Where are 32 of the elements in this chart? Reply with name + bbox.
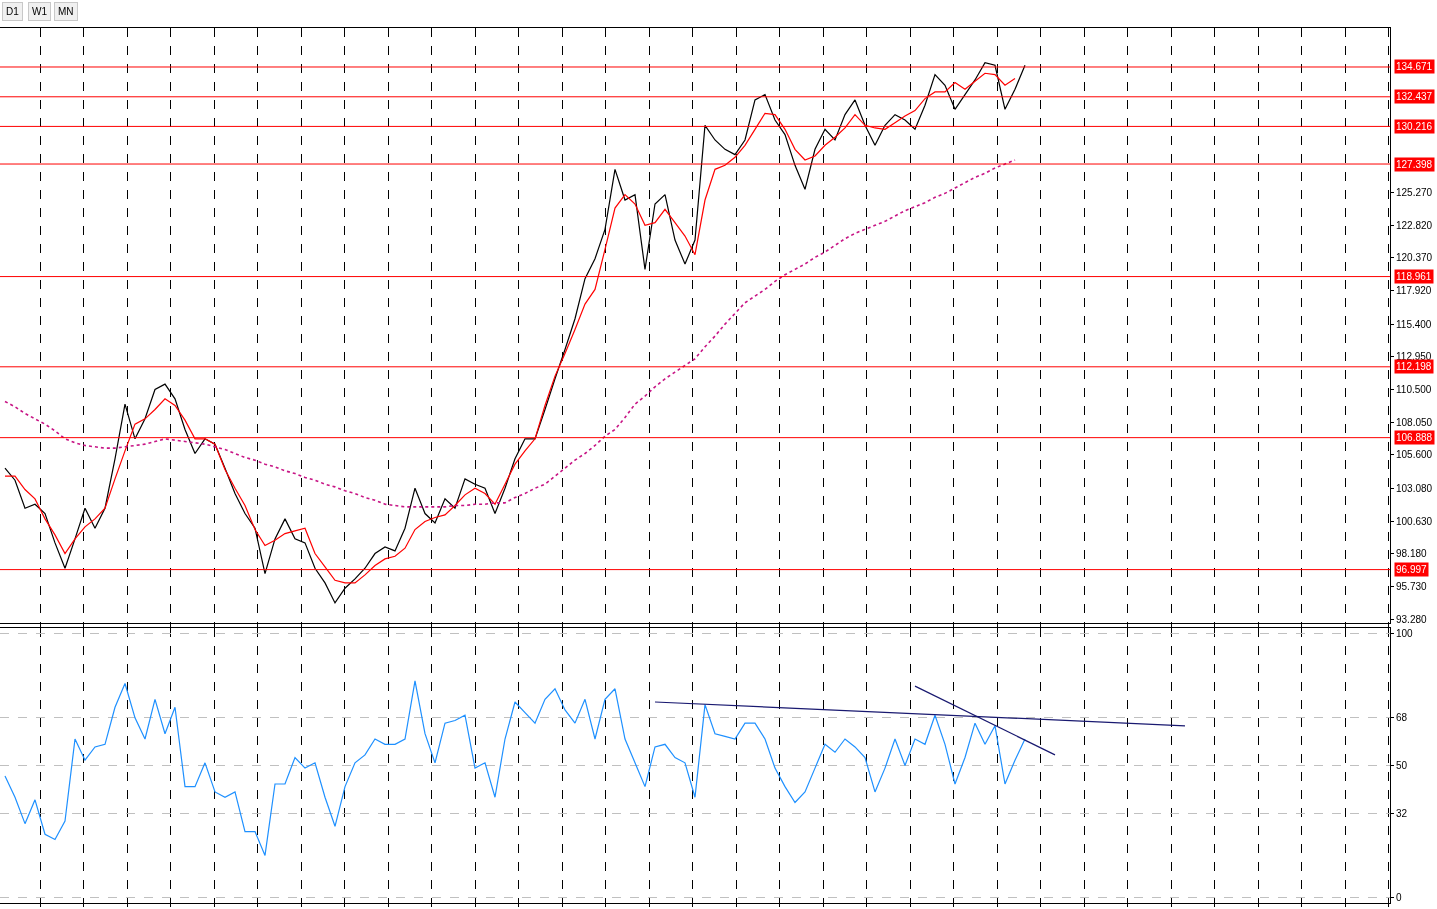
text: MN <box>58 6 74 17</box>
y-tick-label: 105.600 <box>1396 449 1433 461</box>
y-tick-label: 108.050 <box>1396 416 1433 428</box>
y-tick-label: 122.820 <box>1396 219 1433 231</box>
ref-line-label: 106.888 <box>1396 432 1433 443</box>
y-tick-label: 112.950 <box>1396 351 1432 363</box>
y-tick-label: 95.730 <box>1396 581 1428 593</box>
y-tick-label: 0 <box>1396 892 1402 904</box>
y-tick-label: 98.180 <box>1396 548 1428 560</box>
y-tick-label: 120.370 <box>1396 252 1433 264</box>
y-tick-label: 110.500 <box>1396 383 1432 395</box>
ref-line-label: 132.437 <box>1396 91 1433 102</box>
line-series <box>4 680 1026 856</box>
ref-line-label: 134.671 <box>1396 61 1433 72</box>
y-tick-label: 32 <box>1396 807 1408 819</box>
y-tick-label: 50 <box>1396 759 1408 771</box>
ref-line-label: 118.961 <box>1396 271 1432 282</box>
y-tick-label: 117.920 <box>1396 284 1432 296</box>
text: D1 <box>6 6 20 17</box>
line-series <box>4 159 1016 508</box>
y-tick-label: 103.080 <box>1396 482 1433 494</box>
ref-line-label: 127.398 <box>1396 159 1433 170</box>
y-tick-label: 93.280 <box>1396 613 1428 625</box>
y-tick-label: 68 <box>1396 712 1408 724</box>
y-tick-label: 100.630 <box>1396 515 1433 527</box>
y-tick-label: 115.400 <box>1396 318 1432 330</box>
y-tick-label: 100 <box>1396 627 1414 639</box>
y-tick-label: 125.270 <box>1396 186 1433 198</box>
ref-line-label: 130.216 <box>1396 121 1433 132</box>
text: W1 <box>32 6 48 17</box>
ref-line-label: 112.198 <box>1396 361 1432 372</box>
ref-line-label: 96.997 <box>1396 564 1428 575</box>
